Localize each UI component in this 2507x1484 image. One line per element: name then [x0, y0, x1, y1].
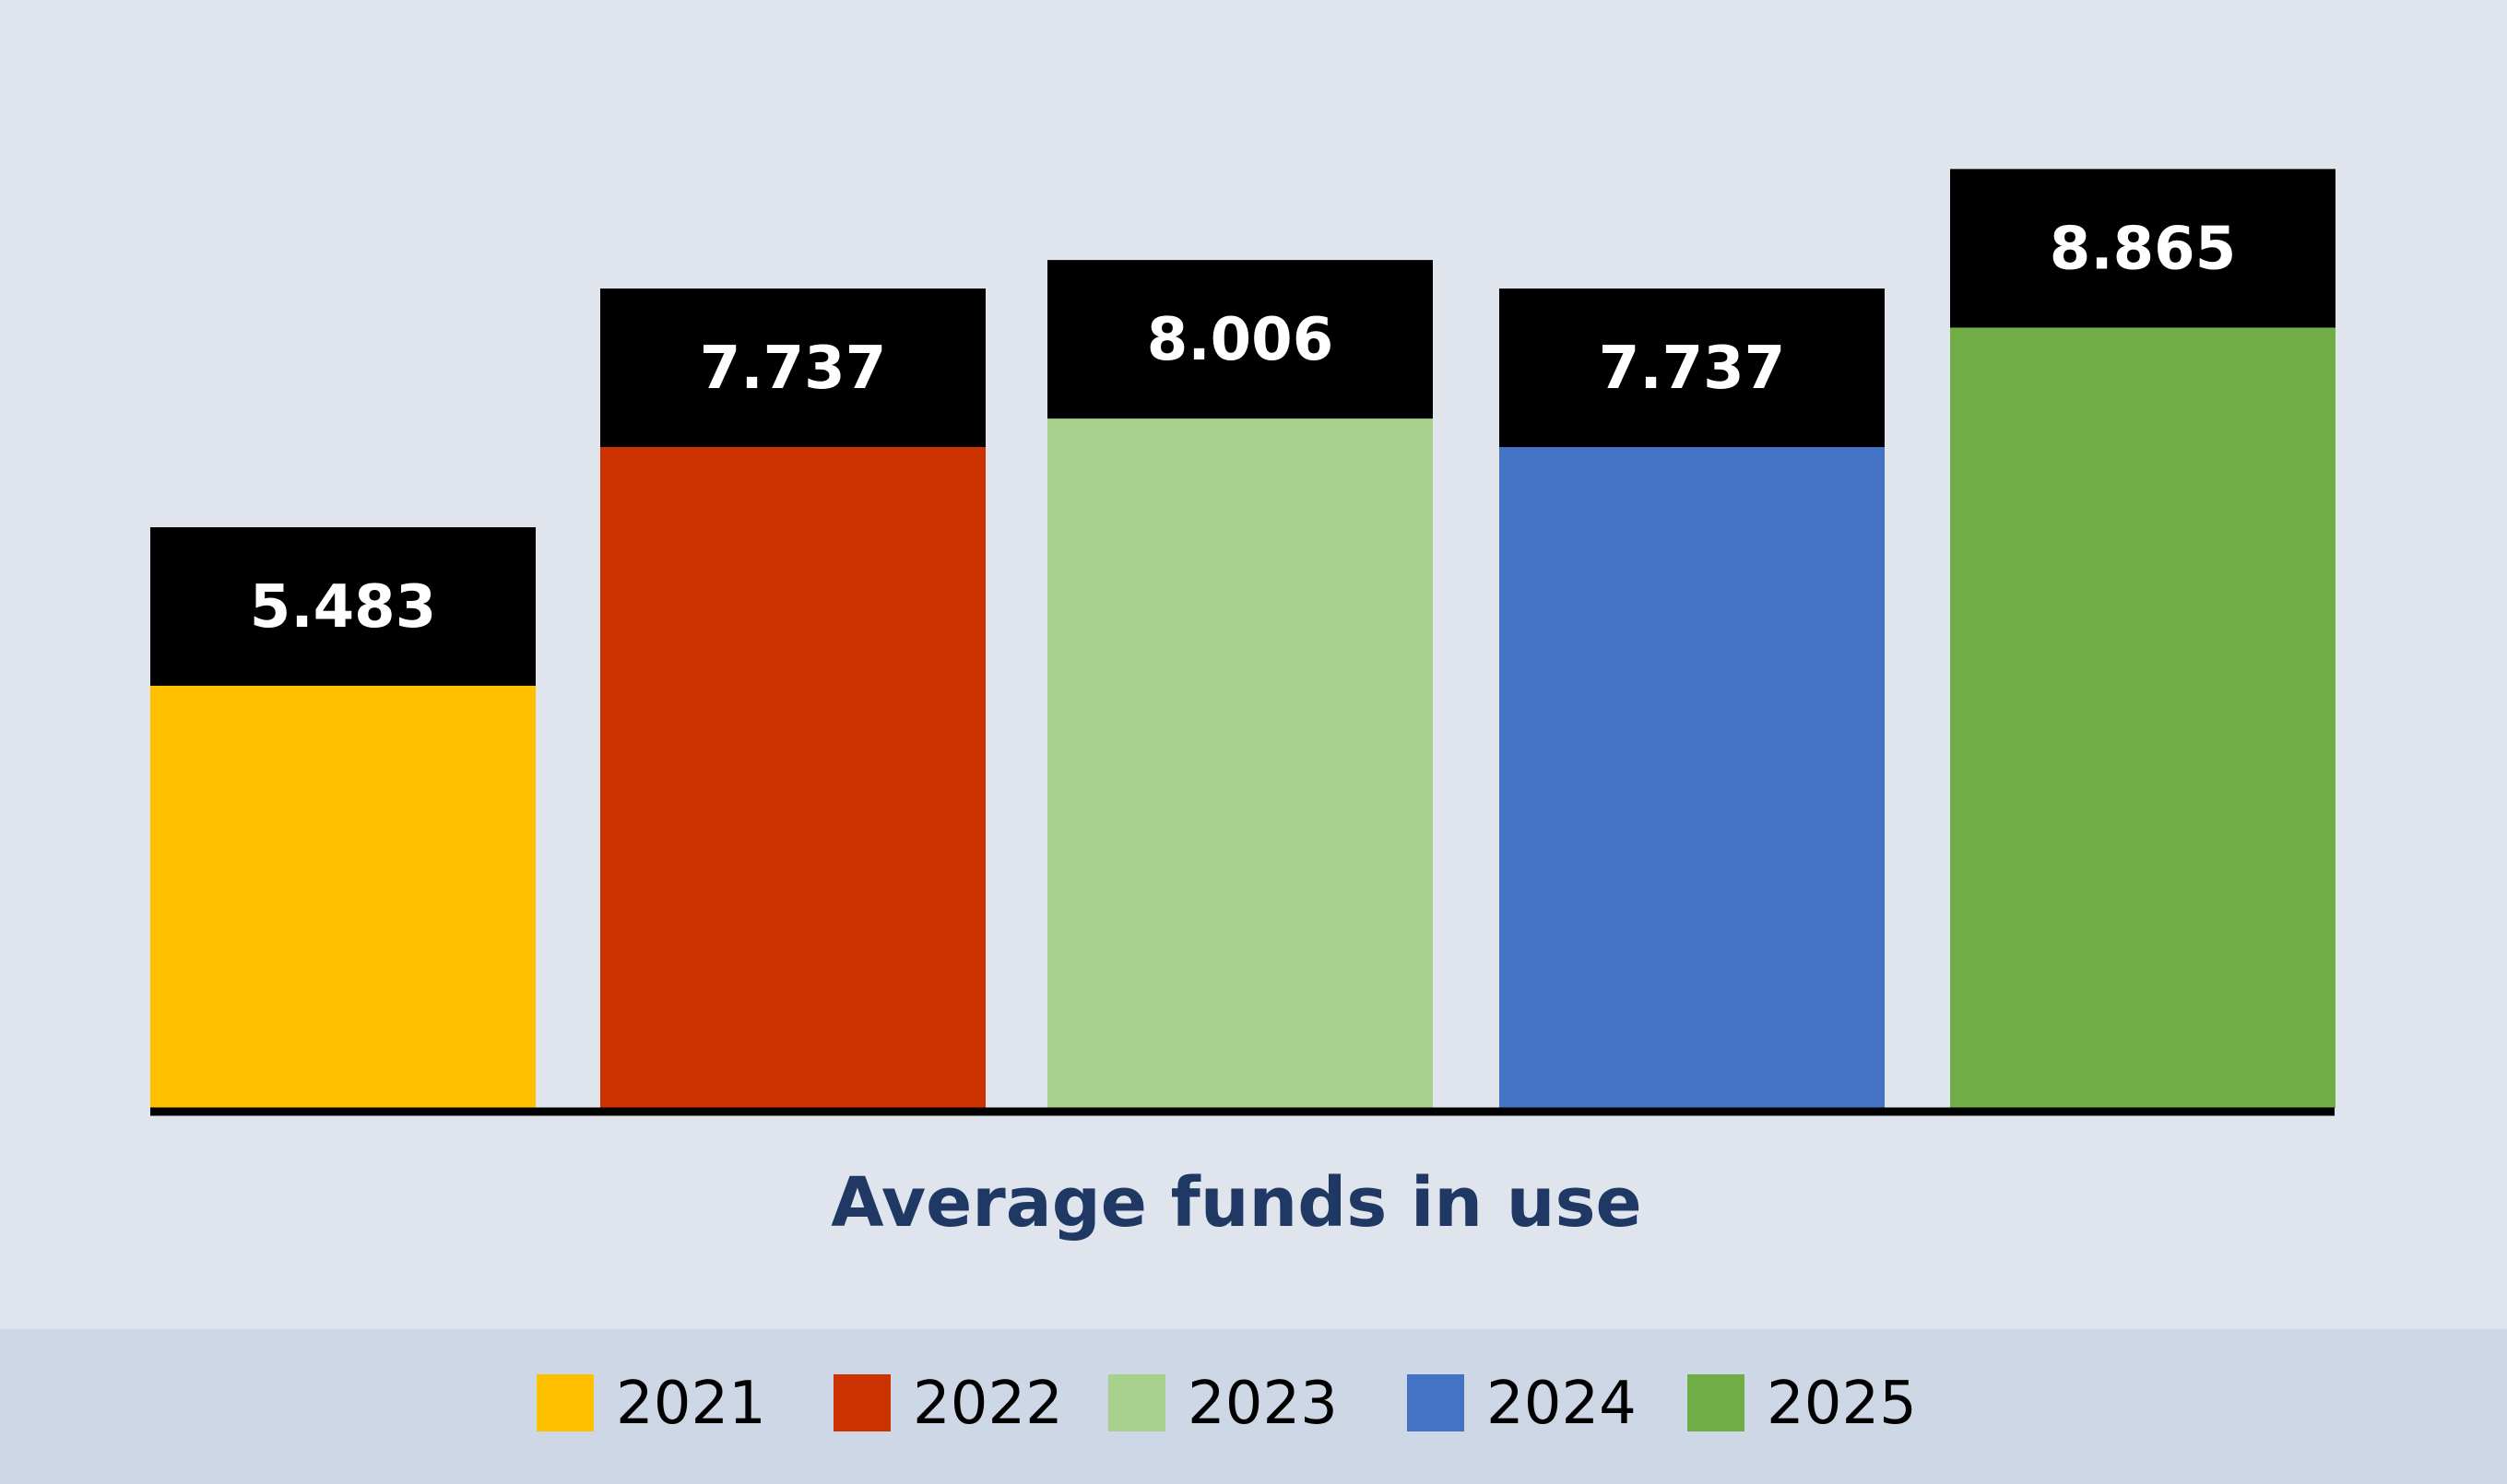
legend-swatch-2024 [1407, 1374, 1464, 1431]
x-axis-title: Average funds in use [831, 1163, 1641, 1243]
legend: 2021 2022 2023 2024 2025 [537, 1370, 1917, 1438]
legend-item-2022: 2022 [834, 1370, 1063, 1438]
value-label-2021: 5.483 [250, 573, 436, 642]
legend-label-2023: 2023 [1188, 1370, 1338, 1438]
bars-layer: 5.483 7.737 8.006 7.737 8.865 [150, 169, 2336, 1109]
legend-label-2022: 2022 [913, 1370, 1063, 1438]
value-label-2024: 7.737 [1599, 335, 1785, 403]
value-label-2025: 8.865 [2050, 215, 2236, 283]
legend-swatch-2022 [834, 1374, 891, 1431]
legend-label-2021: 2021 [616, 1370, 766, 1438]
legend-swatch-2025 [1687, 1374, 1744, 1431]
legend-item-2025: 2025 [1687, 1370, 1917, 1438]
legend-swatch-2021 [537, 1374, 594, 1431]
value-label-box-2021 [150, 526, 536, 686]
legend-item-2021: 2021 [537, 1370, 766, 1438]
value-label-box-2022 [600, 289, 986, 448]
value-label-box-2024 [1499, 289, 1885, 448]
value-label-2022: 7.737 [700, 335, 886, 403]
legend-band [0, 1329, 2507, 1484]
value-label-box-2023 [1047, 260, 1433, 419]
legend-label-2024: 2024 [1486, 1370, 1637, 1438]
legend-item-2023: 2023 [1108, 1370, 1338, 1438]
value-label-box-2025 [1950, 169, 2336, 328]
legend-swatch-2023 [1108, 1374, 1165, 1431]
legend-item-2024: 2024 [1407, 1370, 1637, 1438]
value-label-2023: 8.006 [1147, 306, 1333, 374]
legend-label-2025: 2025 [1767, 1370, 1917, 1438]
